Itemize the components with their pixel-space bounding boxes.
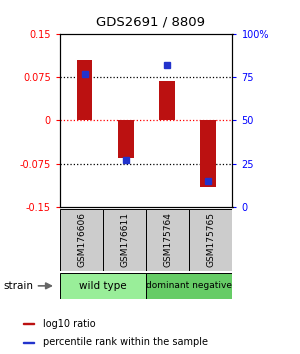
Text: dominant negative: dominant negative [146,281,232,290]
Text: wild type: wild type [79,281,127,291]
Bar [60,273,146,299]
Bar [23,342,34,343]
Bar [103,209,146,271]
Bar [77,59,92,120]
Text: GSM175765: GSM175765 [206,212,215,267]
Text: log10 ratio: log10 ratio [43,319,95,329]
Text: GSM176611: GSM176611 [120,212,129,267]
Text: strain: strain [3,281,33,291]
Bar [200,120,216,187]
Bar [189,209,232,271]
Bar [23,323,34,324]
Bar [146,209,189,271]
Text: GSM176606: GSM176606 [77,212,86,267]
Bar [60,209,103,271]
Bar [118,120,134,158]
Text: GSM175764: GSM175764 [163,212,172,267]
Text: percentile rank within the sample: percentile rank within the sample [43,337,208,347]
Bar [146,273,232,299]
Bar [159,81,175,120]
Text: GDS2691 / 8809: GDS2691 / 8809 [95,16,205,29]
